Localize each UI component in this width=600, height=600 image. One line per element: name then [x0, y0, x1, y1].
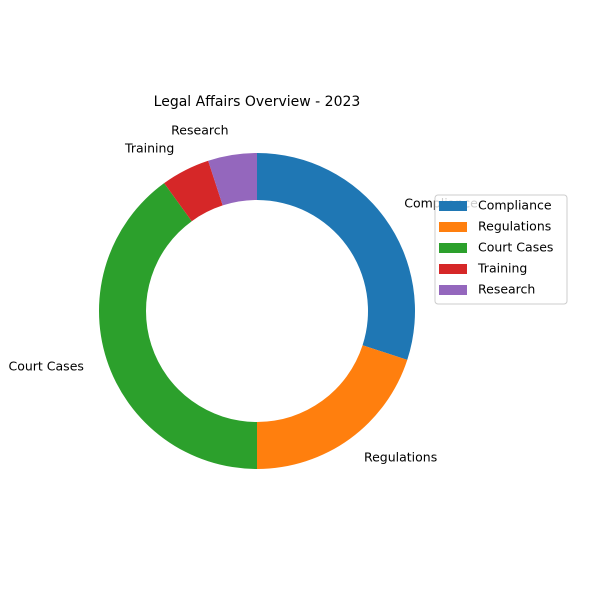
legend-label-regulations: Regulations: [478, 219, 551, 234]
legend-swatch-compliance: [439, 201, 467, 211]
legend-swatch-research: [439, 285, 467, 295]
slice-label-training: Training: [124, 140, 174, 155]
legend-label-research: Research: [478, 282, 535, 297]
slice-court-cases: [98, 183, 257, 470]
legend-swatch-court-cases: [439, 243, 467, 253]
legend: Compliance Regulations Court Cases Training…: [434, 194, 568, 305]
slice-compliance: [257, 153, 415, 360]
legend-frame: [434, 194, 568, 305]
chart-title: Legal Affairs Overview - 2023: [154, 94, 361, 110]
legend-swatch-regulations: [439, 222, 467, 232]
slice-research: [208, 153, 257, 206]
slice-regulations: [257, 345, 408, 469]
slices-group: [98, 153, 415, 470]
legend-swatch-training: [439, 264, 467, 274]
slice-label-research: Research: [171, 123, 228, 138]
legend-label-compliance: Compliance: [478, 198, 552, 213]
slice-label-court-cases: Court Cases: [8, 359, 83, 374]
slice-training: [164, 160, 223, 222]
legend-label-training: Training: [477, 261, 527, 276]
legend-items: Compliance Regulations Court Cases Training…: [439, 198, 553, 297]
legend-label-court-cases: Court Cases: [478, 240, 553, 255]
slice-label-regulations: Regulations: [364, 450, 437, 465]
